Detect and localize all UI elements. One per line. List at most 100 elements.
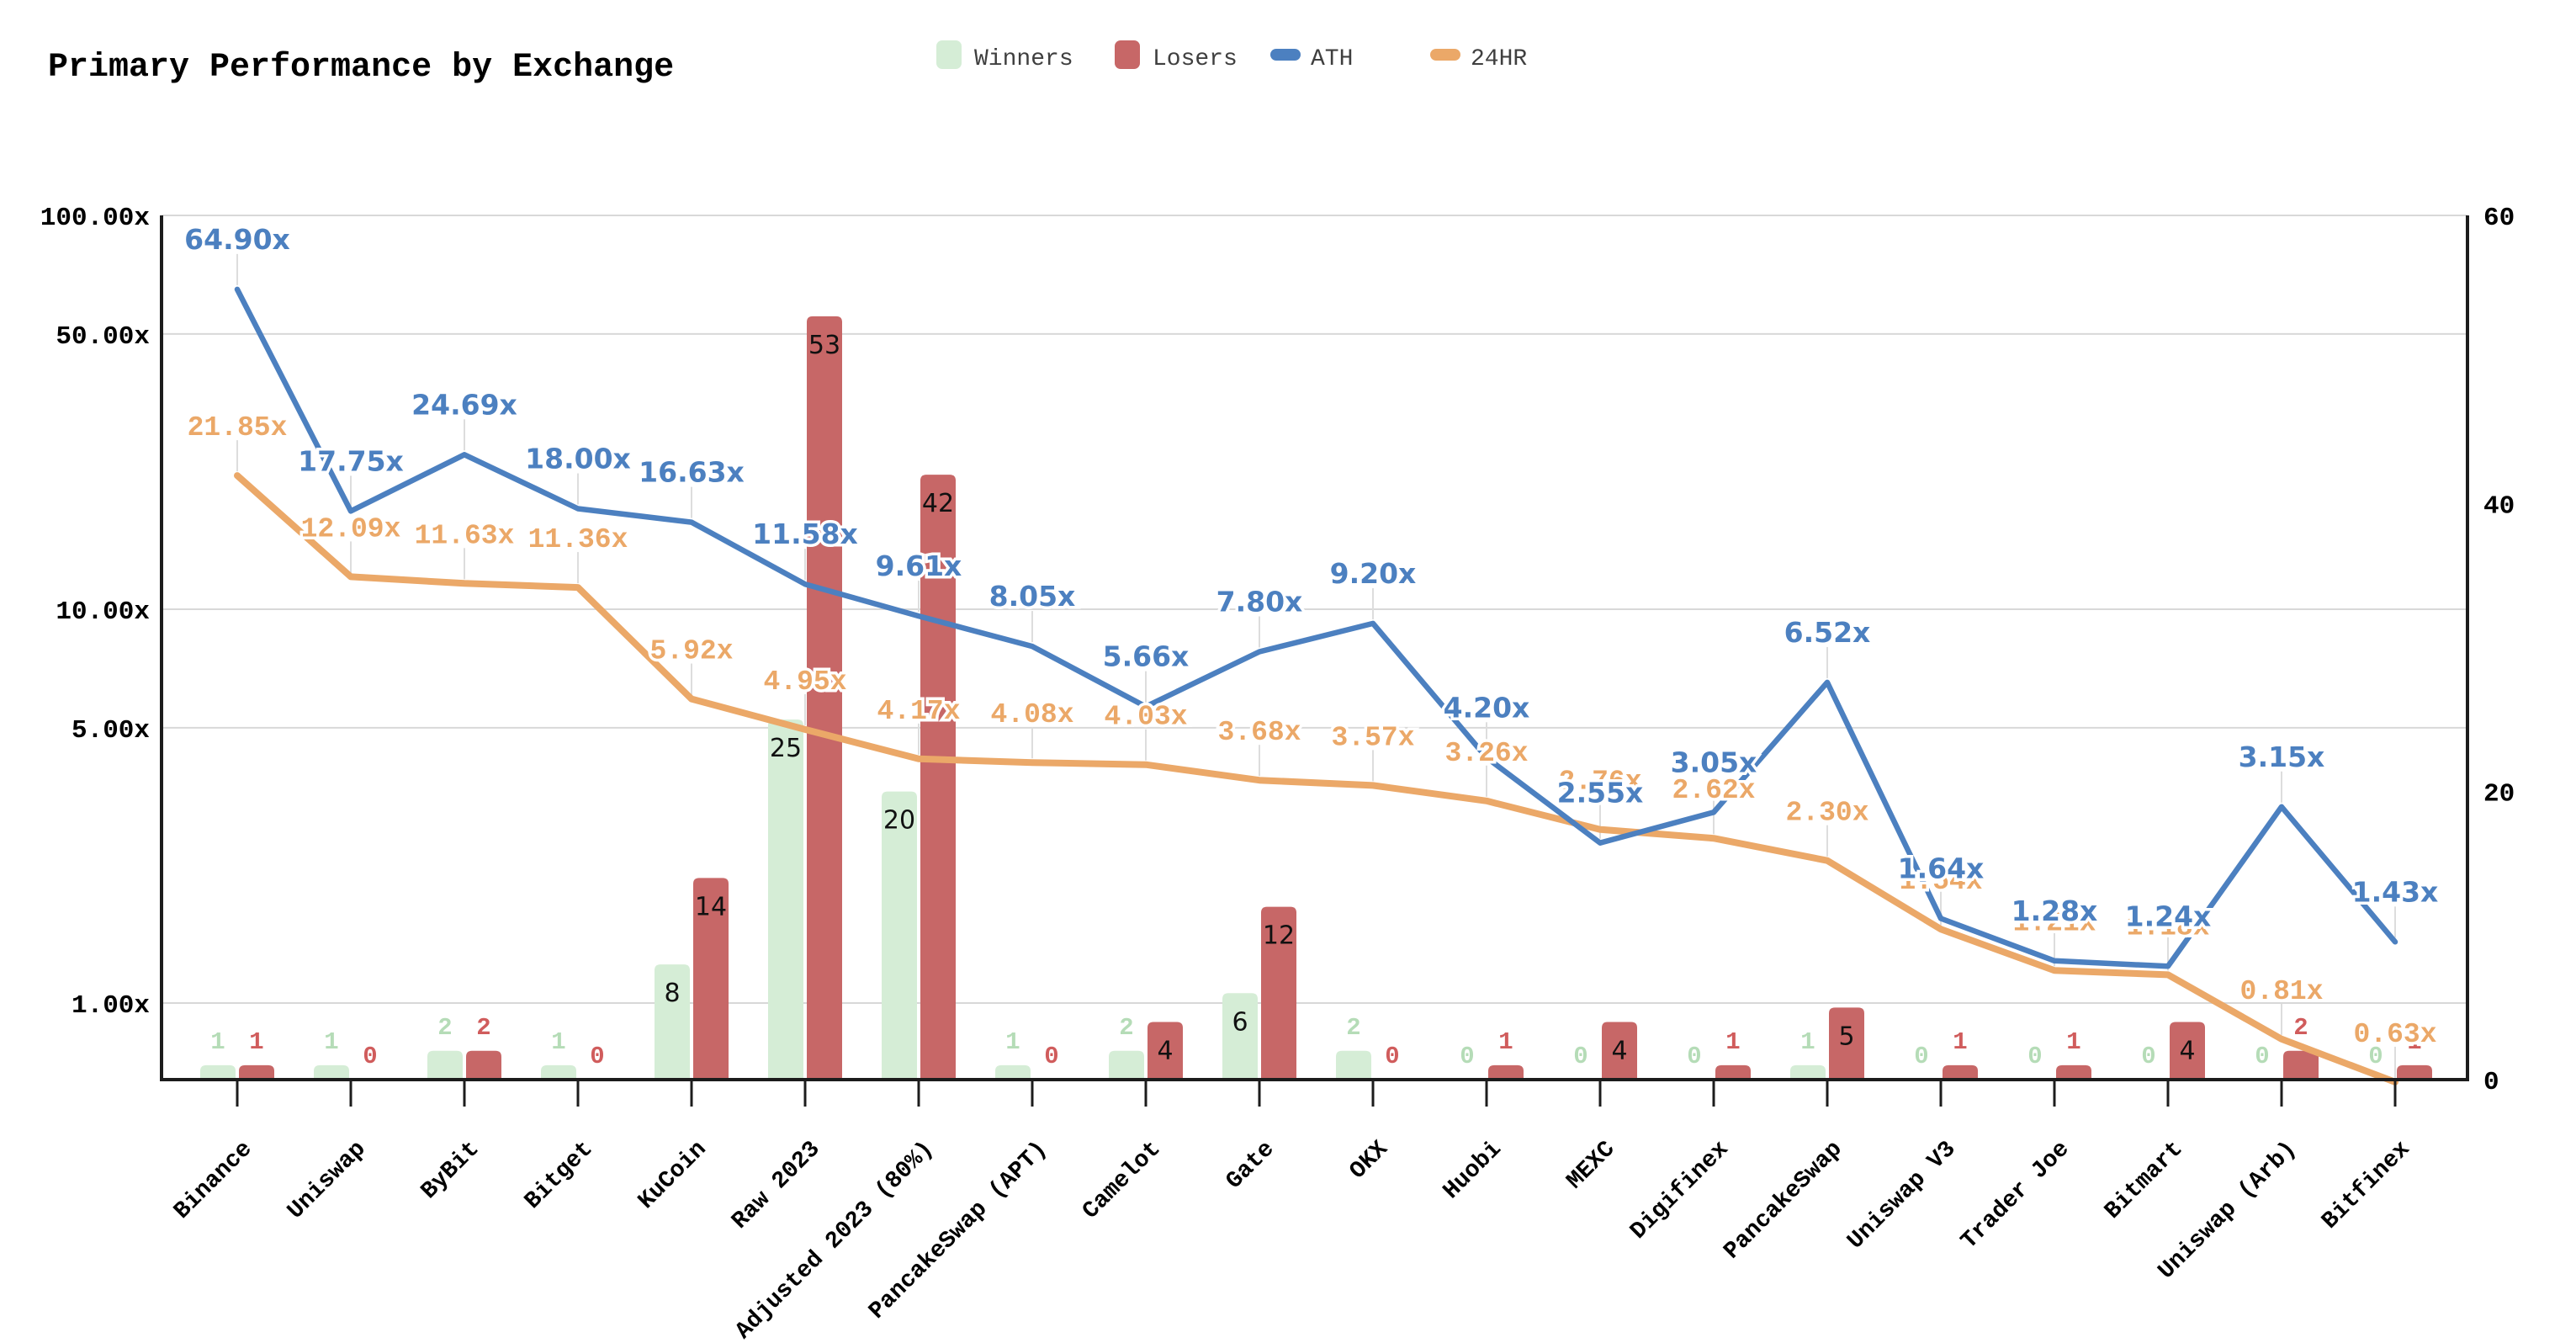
- left-tick-label: 50.00x: [56, 322, 150, 352]
- left-tick-label: 5.00x: [72, 716, 150, 746]
- bar-losers-5: [807, 316, 842, 1080]
- legend-swatch-24hr: [1430, 49, 1460, 61]
- legend-swatch-winners: [936, 40, 962, 69]
- bar-count-winners-4: 8: [664, 979, 680, 1008]
- bar-count-winners-8: 2: [1119, 1014, 1133, 1042]
- legend-item-winners: Winners: [936, 40, 1073, 72]
- label-24hr-11: 3.26x: [1444, 738, 1528, 769]
- bar-winners-8: [1109, 1050, 1144, 1080]
- bar-count-losers-12: 4: [1611, 1037, 1627, 1066]
- label-ath-16: 1.28x: [2012, 894, 2098, 927]
- bar-count-losers-4: 14: [695, 892, 727, 921]
- bar-count-losers-13: 1: [1725, 1028, 1740, 1056]
- label-24hr-0: 21.85x: [188, 412, 288, 443]
- label-ath-11: 4.20x: [1444, 691, 1530, 724]
- legend-label-losers: Losers: [1153, 46, 1238, 72]
- label-ath-12: 2.55x: [1557, 777, 1644, 810]
- label-ath-1: 17.75x: [298, 444, 404, 477]
- legend-label-24hr: 24HR: [1471, 46, 1527, 72]
- bar-count-losers-6: 42: [922, 489, 954, 518]
- legend-item-losers: Losers: [1115, 40, 1238, 72]
- label-ath-17: 1.24x: [2125, 900, 2212, 932]
- bar-losers-11: [1488, 1064, 1524, 1080]
- label-ath-18: 3.15x: [2239, 741, 2325, 773]
- bar-count-winners-14: 1: [1800, 1028, 1815, 1056]
- label-24hr-10: 3.57x: [1331, 722, 1414, 753]
- bar-losers-15: [1943, 1064, 1978, 1080]
- label-ath-19: 1.43x: [2352, 875, 2439, 908]
- bar-losers-18: [2283, 1050, 2319, 1080]
- x-label-10: OKX: [1345, 1136, 1394, 1185]
- label-24hr-16: 1.21x: [2012, 907, 2096, 938]
- bar-winners-1: [314, 1064, 349, 1080]
- gridlines: [162, 215, 2467, 1004]
- bar-losers-12: [1602, 1022, 1637, 1080]
- label-ath-4: 16.63x: [639, 456, 745, 489]
- line-24hr: [234, 472, 2398, 1086]
- bar-count-losers-11: 1: [1498, 1028, 1513, 1056]
- x-label-8: Camelot: [1078, 1136, 1166, 1224]
- x-label-0: Binance: [169, 1136, 257, 1224]
- left-axis-ticks: 100.00x 50.00x 10.00x 5.00x 1.00x: [40, 204, 150, 1021]
- x-label-11: Huobi: [1439, 1136, 1507, 1204]
- label-24hr-13: 2.62x: [1672, 775, 1755, 806]
- x-axis-labels: Binance Uniswap ByBit Bitget KuCoin Raw 2023A…: [169, 1136, 2415, 1343]
- bar-count-winners-3: 1: [551, 1028, 565, 1056]
- bar-count-losers-5: 53: [808, 331, 840, 360]
- bar-losers-17: [2170, 1022, 2205, 1080]
- bar-count-winners-15: 0: [1914, 1043, 1928, 1070]
- label-24hr-19: 0.63x: [2353, 1019, 2436, 1050]
- bar-winners-6: [882, 791, 917, 1080]
- label-ath-14: 6.52x: [1784, 616, 1871, 649]
- bar-count-winners-17: 0: [2141, 1043, 2155, 1070]
- x-label-4: KuCoin: [633, 1136, 712, 1214]
- bar-count-losers-0: 1: [249, 1028, 263, 1056]
- bar-count-losers-17: 4: [2179, 1037, 2195, 1066]
- label-24hr-14: 2.30x: [1785, 798, 1868, 829]
- x-label-9: Gate: [1222, 1136, 1280, 1194]
- legend-item-ath: ATH: [1270, 46, 1353, 72]
- bar-winners-14: [1790, 1064, 1826, 1080]
- label-ath-15: 1.64x: [1898, 852, 1985, 884]
- x-label-14: PancakeSwap: [1720, 1136, 1848, 1265]
- bar-winners-7: [995, 1064, 1031, 1080]
- right-tick-label: 40: [2483, 491, 2515, 521]
- bar-losers-8: [1148, 1022, 1183, 1080]
- label-24hr-17: 1.18x: [2126, 911, 2209, 942]
- right-tick-label: 0: [2483, 1068, 2499, 1097]
- bar-losers-16: [2056, 1064, 2091, 1080]
- label-24hr-3: 11.36x: [528, 524, 628, 555]
- bar-count-losers-16: 1: [2066, 1028, 2080, 1056]
- bar-count-winners-0: 1: [210, 1028, 225, 1056]
- bar-count-winners-1: 1: [324, 1028, 338, 1056]
- x-label-1: Uniswap: [283, 1136, 371, 1224]
- x-label-6: Adjusted 2023 (80%): [731, 1136, 940, 1343]
- label-24hr-8: 4.03x: [1104, 702, 1187, 733]
- label-24hr-2: 11.63x: [415, 520, 515, 551]
- bar-winners-9: [1222, 993, 1258, 1080]
- axes: [160, 215, 2469, 1107]
- label-24hr-5: 4.95x: [763, 666, 846, 698]
- bar-count-winners-2: 2: [437, 1014, 452, 1042]
- bar-count-losers-7: 0: [1044, 1043, 1058, 1070]
- legend-label-winners: Winners: [974, 46, 1073, 72]
- label-ath-0: 64.90x: [184, 223, 290, 256]
- bar-count-losers-3: 0: [590, 1043, 604, 1070]
- bar-losers-14: [1829, 1007, 1864, 1080]
- x-label-15: Uniswap V3: [1843, 1136, 1962, 1255]
- label-ath-3: 18.00x: [525, 443, 631, 475]
- bar-losers-13: [1715, 1064, 1751, 1080]
- bar-count-losers-15: 1: [1953, 1028, 1967, 1056]
- label-ath-8: 5.66x: [1103, 640, 1190, 673]
- legend-swatch-ath: [1270, 49, 1301, 61]
- label-ath-10: 9.20x: [1330, 557, 1417, 590]
- bar-count-losers-9: 12: [1263, 921, 1295, 951]
- label-24hr-7: 4.08x: [990, 699, 1073, 730]
- x-label-3: Bitget: [520, 1136, 598, 1214]
- label-ath-13: 3.05x: [1671, 746, 1757, 778]
- bar-count-losers-2: 2: [476, 1014, 490, 1042]
- bar-count-winners-13: 0: [1687, 1043, 1701, 1070]
- bar-count-losers-1: 0: [363, 1043, 377, 1070]
